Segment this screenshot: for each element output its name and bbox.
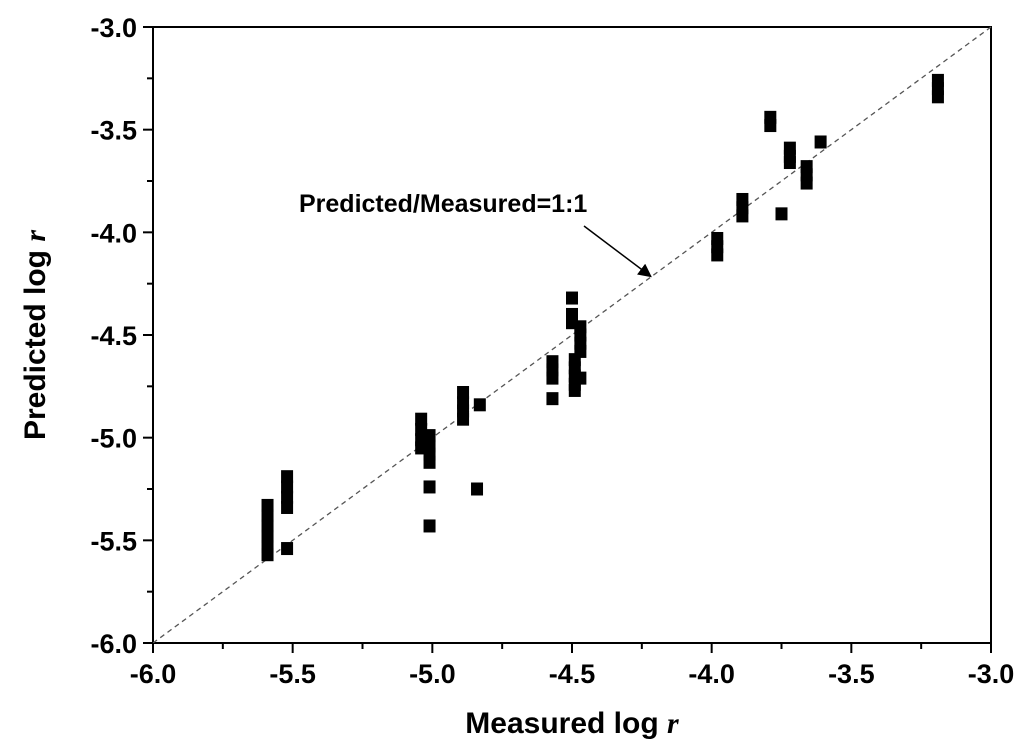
data-point — [261, 529, 274, 543]
y-tick-label: -4.5 — [90, 321, 137, 351]
x-tick-label: -3.0 — [968, 659, 1015, 689]
data-point — [711, 248, 724, 262]
data-point — [546, 392, 559, 406]
y-axis-title: Predicted log r — [19, 230, 52, 440]
data-point — [473, 398, 486, 412]
x-tick-label: -4.5 — [549, 659, 596, 689]
data-point — [931, 90, 944, 104]
x-tick-label: -5.5 — [269, 659, 316, 689]
data-point — [281, 490, 294, 504]
y-tick-label: -5.5 — [90, 526, 137, 556]
data-point — [281, 470, 294, 484]
data-point — [471, 482, 484, 496]
y-tick-label: -3.5 — [90, 116, 137, 146]
data-point — [546, 371, 559, 385]
data-point — [568, 383, 581, 397]
data-point — [814, 135, 827, 149]
data-point — [574, 344, 587, 358]
data-point — [457, 385, 470, 399]
reference-line-1-to-1 — [152, 26, 992, 644]
data-point — [261, 548, 274, 562]
data-point — [423, 480, 436, 494]
annotation-label: Predicted/Measured=1:1 — [299, 190, 587, 218]
x-tick-label: -6.0 — [130, 659, 177, 689]
data-point — [736, 209, 749, 223]
data-point — [281, 500, 294, 514]
data-point — [764, 119, 777, 133]
data-point — [423, 455, 436, 469]
data-point — [261, 509, 274, 523]
data-point — [261, 498, 274, 512]
x-axis-title: Measured log r — [465, 707, 679, 740]
x-tick-label: -5.0 — [409, 659, 456, 689]
y-tick-label: -4.0 — [90, 218, 137, 248]
x-tick-label: -4.0 — [688, 659, 735, 689]
y-tick-label: -5.0 — [90, 424, 137, 454]
data-point — [281, 480, 294, 494]
data-point — [783, 156, 796, 170]
x-tick-label: -3.5 — [828, 659, 875, 689]
data-point — [423, 429, 436, 443]
data-point — [281, 542, 294, 556]
annotation-arrow — [583, 225, 652, 278]
data-point — [800, 176, 813, 190]
data-point — [261, 519, 274, 533]
data-point — [775, 207, 788, 221]
data-point — [415, 412, 428, 426]
y-tick-label: -6.0 — [90, 629, 137, 659]
y-tick-label: -3.0 — [90, 13, 137, 43]
data-point — [574, 371, 587, 385]
data-point — [566, 291, 578, 305]
data-point — [423, 519, 436, 533]
data-point — [457, 412, 470, 426]
